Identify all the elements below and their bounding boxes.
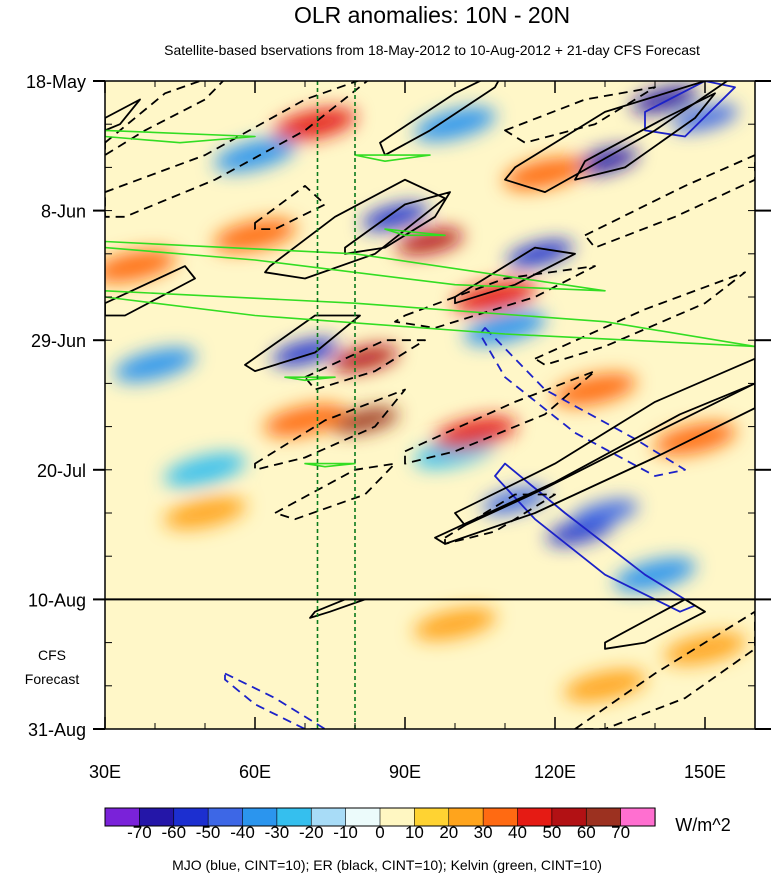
- anomaly-cell: [105, 249, 177, 283]
- anomaly-cell: [506, 240, 574, 268]
- x-tick-label: 60E: [239, 762, 271, 782]
- er-contour: [444, 493, 556, 545]
- y-tick-label: 31-Aug: [28, 720, 86, 740]
- kelvin-contour: [354, 154, 431, 162]
- anomaly-cell: [263, 404, 347, 437]
- colorbar-tick-label: -30: [265, 823, 290, 842]
- colorbar-tick-label: -70: [127, 823, 152, 842]
- er-contour: [454, 357, 755, 527]
- colorbar-tick-label: 60: [577, 823, 596, 842]
- colorbar-tick-label: -50: [196, 823, 221, 842]
- er-contour: [534, 271, 746, 366]
- er-contour: [574, 92, 716, 181]
- wave-contours: [105, 81, 755, 729]
- er-contour: [394, 265, 596, 329]
- anomaly-cell: [433, 416, 517, 450]
- er-contour: [244, 314, 361, 372]
- anomaly-cell: [114, 347, 196, 382]
- er-contour: [105, 98, 141, 132]
- anomaly-cell: [503, 157, 587, 190]
- anomaly-cell: [413, 607, 497, 641]
- colorbar-tick-label: 70: [611, 823, 630, 842]
- y-tick-label: 20-Jul: [37, 461, 86, 481]
- kelvin-contour: [284, 376, 336, 382]
- kelvin-contour: [105, 240, 606, 292]
- plot-frame: [104, 80, 756, 730]
- er-contour: [264, 178, 446, 280]
- x-tick-label: 90E: [389, 762, 421, 782]
- er-contour: [309, 598, 366, 619]
- anomaly-cell: [553, 373, 637, 406]
- plot-area: [105, 81, 755, 729]
- colorbar-tick-label: -40: [230, 823, 255, 842]
- anomaly-cell: [213, 219, 297, 252]
- x-tick-label: 120E: [534, 762, 576, 782]
- er-contour: [404, 370, 596, 465]
- colorbar-tick-label: -20: [299, 823, 324, 842]
- reference-lines: [316, 81, 356, 729]
- colorbar-frame: [104, 807, 656, 827]
- er-contour: [434, 382, 755, 545]
- anomaly-cell: [464, 310, 546, 345]
- er-contour: [274, 462, 396, 521]
- er-contour: [105, 81, 225, 156]
- anomaly-cell: [414, 107, 496, 142]
- kelvin-contour: [384, 228, 446, 237]
- y-tick-label: 29-Jun: [31, 331, 86, 351]
- er-contour: [254, 185, 326, 230]
- anomaly-cell: [163, 496, 247, 530]
- x-tick-label: 30E: [89, 762, 121, 782]
- mjo-contour: [479, 327, 686, 477]
- colorbar-tick-label: 50: [542, 823, 561, 842]
- mjo-contour: [494, 462, 696, 613]
- y-tick-label: 10-Aug: [28, 590, 86, 610]
- x-axis: 30E 60E 90E 120E 150E: [89, 81, 756, 782]
- footer-legend: MJO (blue, CINT=10); ER (black, CINT=10)…: [172, 857, 602, 873]
- y-axis: 18-May 8-Jun 29-Jun 20-Jul 10-Aug 31-Aug: [26, 72, 771, 740]
- forecast-label-line1: CFS: [38, 647, 66, 663]
- anomaly-cell: [273, 107, 357, 141]
- er-contour: [304, 339, 426, 391]
- er-contour: [504, 86, 656, 144]
- er-contour: [254, 388, 406, 471]
- er-contour: [584, 154, 755, 249]
- anomaly-cell: [331, 407, 399, 434]
- colorbar: -70 -60 -50 -40 -30 -20 -10 0 10 20 30 40 50 60 70: [104, 807, 656, 842]
- colorbar-tick-label: 10: [405, 823, 424, 842]
- mjo-contour: [224, 672, 326, 729]
- er-contour: [105, 265, 196, 317]
- chart-title: OLR anomalies: 10N - 20N: [294, 2, 570, 28]
- kelvin-contour: [105, 290, 755, 348]
- colorbar-tick-label: -10: [333, 823, 358, 842]
- colorbar-tick-label: -60: [162, 823, 187, 842]
- y-tick-label: 18-May: [26, 72, 86, 92]
- forecast-label-line2: Forecast: [25, 671, 80, 687]
- er-contour: [454, 246, 576, 305]
- er-contour: [604, 598, 706, 650]
- chart-subtitle: Satellite-based bservations from 18-May-…: [164, 42, 700, 58]
- anomaly-cell: [164, 452, 246, 487]
- y-tick-label: 8-Jun: [41, 202, 86, 222]
- colorbar-tick-label: 0: [375, 823, 384, 842]
- colorbar-unit: W/m^2: [675, 815, 730, 835]
- anomaly-cell: [571, 499, 639, 527]
- mjo-contour: [644, 81, 736, 138]
- x-tick-label: 150E: [684, 762, 726, 782]
- kelvin-contour: [105, 129, 256, 144]
- anomaly-cell: [214, 138, 296, 173]
- er-contour: [574, 610, 755, 729]
- anomaly-cell: [453, 280, 537, 314]
- colorbar-tick-label: 30: [474, 823, 493, 842]
- anomaly-cell: [614, 557, 696, 592]
- anomaly-cell: [331, 345, 399, 372]
- colorbar-tick-label: 20: [439, 823, 458, 842]
- anomaly-cell: [271, 339, 339, 366]
- kelvin-contour: [304, 462, 356, 468]
- colorbar-tick-label: 40: [508, 823, 527, 842]
- anomaly-cell: [663, 632, 747, 666]
